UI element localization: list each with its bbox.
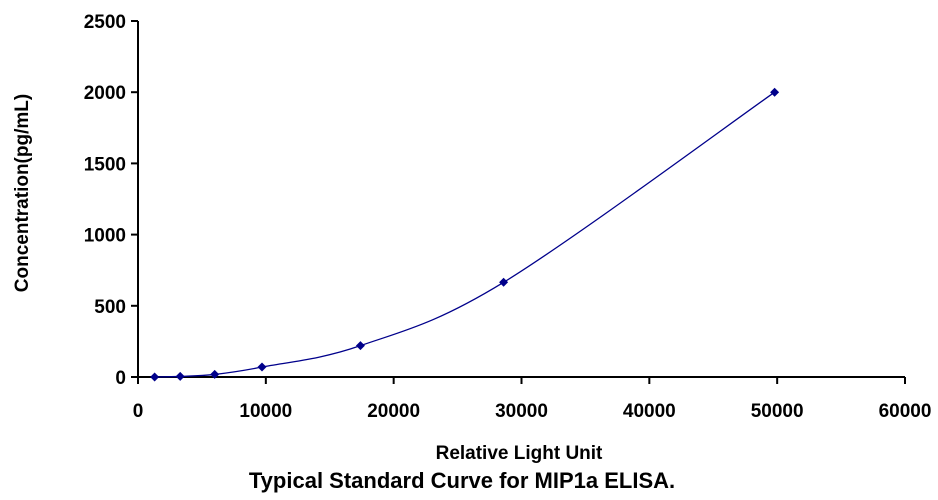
data-point (257, 362, 267, 372)
x-tick-label: 20000 (367, 401, 420, 422)
data-point (150, 372, 160, 382)
chart-caption: Typical Standard Curve for MIP1a ELISA. (249, 468, 675, 493)
y-axis-ticks: 0 500 1000 1500 2000 2500 (84, 12, 138, 389)
x-tick-label: 10000 (239, 401, 292, 422)
x-axis-title: Relative Light Unit (436, 443, 603, 464)
data-points (150, 87, 780, 382)
plot-area: 0 500 1000 1500 2000 2500 0 10000 20000 30000 400… (84, 12, 932, 422)
x-tick-label: 60000 (879, 401, 932, 422)
y-tick-label: 1500 (84, 154, 126, 175)
y-axis-title: Concentration(pg/mL) (12, 94, 33, 292)
y-tick-label: 500 (94, 297, 126, 318)
data-point (499, 277, 509, 287)
data-point (770, 87, 780, 97)
y-tick-label: 0 (115, 368, 126, 389)
data-point (175, 371, 185, 381)
x-axis-ticks: 0 10000 20000 30000 40000 50000 60000 (133, 377, 932, 422)
x-tick-label: 40000 (623, 401, 676, 422)
y-tick-label: 1000 (84, 226, 126, 247)
x-tick-label: 0 (133, 401, 144, 422)
fit-curve (154, 91, 775, 378)
data-point (355, 341, 365, 351)
x-tick-label: 50000 (751, 401, 804, 422)
x-tick-label: 30000 (495, 401, 548, 422)
y-tick-label: 2500 (84, 12, 126, 33)
data-point (210, 369, 220, 379)
y-tick-label: 2000 (84, 83, 126, 104)
